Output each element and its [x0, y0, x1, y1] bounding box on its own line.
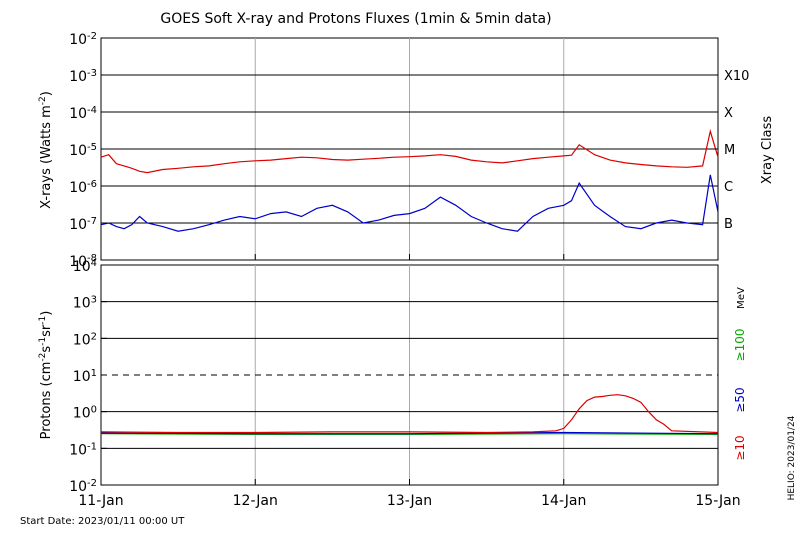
proton-series-line-1	[100, 431, 719, 435]
proton-y-tick-label: 103	[73, 294, 97, 312]
xray-y-tick-label: 10-5	[69, 142, 97, 160]
x-axis-ticks: 11-Jan 12-Jan 13-Jan 14-Jan 15-Jan	[78, 254, 741, 509]
xray-class-label: X10	[724, 69, 749, 84]
xray-y-tick-label: 10-2	[69, 31, 97, 49]
proton-grid	[101, 265, 718, 485]
xray-y-tick-label: 10-3	[69, 68, 97, 86]
xray-class-label: C	[724, 180, 733, 195]
proton-y-tick-label: 10-1	[69, 441, 97, 459]
start-date-label: Start Date: 2023/01/11 00:00 UT	[20, 516, 185, 527]
x-tick-label: 12-Jan	[233, 493, 278, 509]
xray-class-label: B	[724, 217, 733, 232]
xray-y-axis-label: X-rays (Watts m-2)	[38, 91, 54, 209]
proton-y-axis-label: Protons (cm-2s-1sr-1)	[38, 311, 54, 440]
proton-legend-entry: ≥100	[733, 329, 747, 362]
proton-series-line-2	[100, 394, 719, 434]
proton-y-tick-label: 101	[73, 368, 97, 386]
proton-energy-unit: MeV	[736, 287, 747, 309]
proton-series-group	[100, 394, 719, 435]
xray-class-label: M	[724, 143, 735, 158]
proton-legend-entry: ≥10	[733, 435, 747, 460]
x-tick-label: 13-Jan	[387, 493, 432, 509]
xray-y-tick-label: 10-7	[69, 216, 97, 234]
proton-energy-legend: MeV ≥100 ≥50 ≥10	[733, 287, 747, 461]
xray-y-tick-label: 10-4	[69, 105, 97, 123]
chart-title: GOES Soft X-ray and Protons Fluxes (1min…	[160, 11, 551, 27]
xray-grid	[101, 38, 718, 260]
xray-class-label: X	[724, 106, 733, 121]
x-tick-label: 11-Jan	[78, 493, 123, 509]
proton-legend-entry: ≥50	[733, 387, 747, 412]
proton-y-tick-label: 104	[73, 258, 97, 276]
proton-series-line-0	[100, 433, 719, 435]
xray-series-line-1	[100, 174, 719, 232]
xray-y-tick-label: 10-6	[69, 179, 97, 197]
x-tick-label: 15-Jan	[695, 493, 740, 509]
xray-series-group	[100, 128, 719, 232]
helio-credit: HELIO: 2023/01/24	[787, 415, 797, 500]
xray-series-line-0	[100, 128, 719, 174]
xray-class-axis-label: Xray Class	[760, 116, 775, 184]
xray-class-labels: X10 X M C B	[712, 69, 749, 232]
proton-y-tick-label: 100	[73, 404, 97, 422]
x-tick-label: 14-Jan	[541, 493, 586, 509]
proton-y-tick-label: 102	[73, 331, 97, 349]
